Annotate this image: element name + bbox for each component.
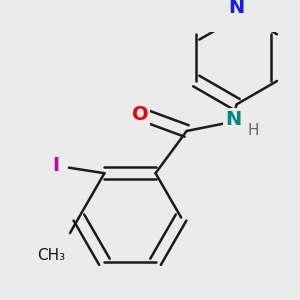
Text: O: O xyxy=(132,105,148,124)
Text: I: I xyxy=(52,156,59,175)
Text: H: H xyxy=(248,124,259,139)
Text: N: N xyxy=(225,110,242,129)
Text: N: N xyxy=(229,0,245,17)
Text: CH₃: CH₃ xyxy=(37,248,65,263)
